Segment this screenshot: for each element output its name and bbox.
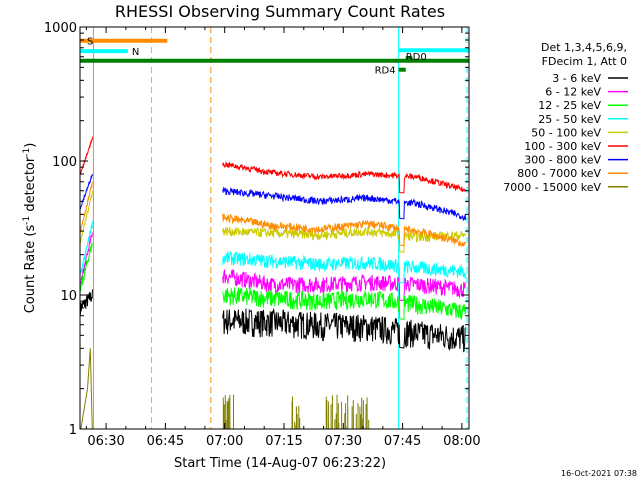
series-2 [80,242,467,321]
legend: Det 1,3,4,5,6,9, FDecim 1, Att 0 3 - 6 k… [503,41,628,194]
x-tick-label-5: 07:45 [384,434,421,449]
x-tick-label-3: 07:15 [265,434,302,449]
series-3 [80,220,467,284]
series-1 [80,232,466,302]
x-tick-label-6: 08:00 [443,434,480,449]
x-tick-label-1: 06:45 [147,434,184,449]
status-label-s: S [87,37,93,48]
series-6 [80,173,467,221]
legend-label-0: 3 - 6 keV [552,72,601,85]
y-tick-label-3: 1000 [44,21,77,36]
legend-label-1: 6 - 12 keV [545,86,601,99]
legend-label-5: 100 - 300 keV [524,140,601,153]
plot-area: S N RD4 RD0 [80,27,469,429]
generation-timestamp: 16-Oct-2021 07:38 [561,469,637,478]
x-tick-label-0: 06:30 [87,434,124,449]
x-axis-label: Start Time (14-Aug-07 06:23:22) [174,456,386,471]
y-axis-label: Count Rate (s-1 detector-1) [22,143,38,314]
chart-title: RHESSI Observing Summary Count Rates [115,2,445,21]
y-tick-label-1: 10 [60,289,77,304]
series-8 [80,348,370,429]
legend-label-4: 50 - 100 keV [531,126,601,139]
y-tick-label-2: 100 [52,155,77,170]
legend-header-line-1: Det 1,3,4,5,6,9, [541,41,627,54]
x-axis: 06:30 06:45 07:00 07:15 07:30 07:45 08:00 [85,27,481,449]
series-0 [80,289,467,353]
legend-label-6: 300 - 800 keV [524,154,601,167]
series-5 [80,136,467,194]
legend-label-8: 7000 - 15000 keV [503,181,601,194]
legend-label-2: 12 - 25 keV [538,99,601,112]
x-tick-label-2: 07:00 [206,434,243,449]
legend-label-7: 800 - 7000 keV [517,167,601,180]
x-tick-label-4: 07:30 [325,434,362,449]
legend-label-3: 25 - 50 keV [538,113,601,126]
legend-header-line-2: FDecim 1, Att 0 [542,55,627,68]
series-7 [80,181,467,248]
plot-frame [79,26,470,430]
y-tick-label-0: 1 [69,423,77,438]
status-label-rd0: RD0 [406,52,427,63]
status-label-rd4: RD4 [375,66,396,77]
series-4 [80,190,467,253]
y-axis: 1 10 100 1000 [44,21,469,438]
status-label-n: N [132,47,139,58]
